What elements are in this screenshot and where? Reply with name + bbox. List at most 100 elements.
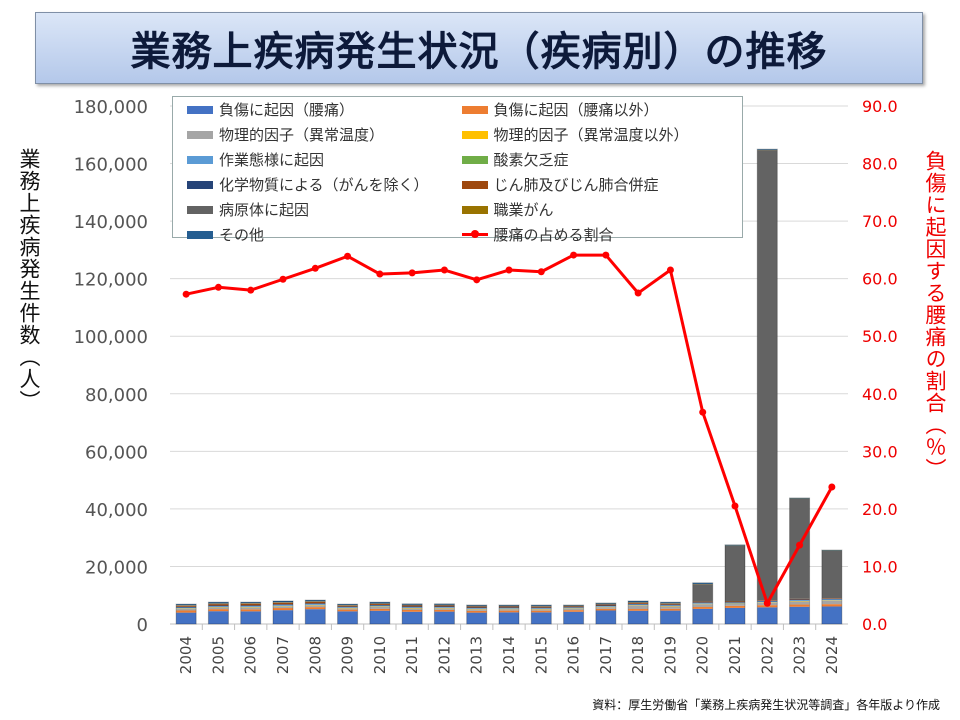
bar-segment xyxy=(563,605,584,607)
ratio-point xyxy=(828,483,836,491)
x-tick-label: 2008 xyxy=(306,636,324,674)
bar-segment xyxy=(240,607,261,610)
bar-segment xyxy=(724,607,746,624)
legend-item: 職業がん xyxy=(461,197,737,222)
bar-segment xyxy=(498,612,520,624)
legend-swatch xyxy=(187,130,213,139)
bar-outline xyxy=(595,602,617,625)
bar-segment xyxy=(402,608,423,610)
bar-segment xyxy=(660,603,681,604)
bar-segment xyxy=(208,605,229,607)
x-tick-label: 2016 xyxy=(565,636,583,674)
bar-segment xyxy=(660,603,681,605)
legend-swatch xyxy=(187,155,213,164)
bar-segment xyxy=(595,602,616,604)
x-tick-label: 2024 xyxy=(823,636,841,674)
ratio-point xyxy=(311,264,319,272)
legend-item: 物理的因子（異常温度以外） xyxy=(461,122,737,147)
bar-segment xyxy=(821,550,842,551)
y2-tick-label: 20.0 xyxy=(862,500,898,519)
x-tick-label: 2014 xyxy=(500,636,518,674)
bar-segment xyxy=(628,605,649,610)
bar-segment xyxy=(240,605,261,607)
y-tick-label: 120,000 xyxy=(74,270,148,291)
legend-item: 化学物質による（がんを除く） xyxy=(187,172,462,197)
x-tick-label: 2019 xyxy=(661,636,679,674)
bar-segment xyxy=(337,608,358,610)
bar-segment xyxy=(337,611,358,624)
bar-outline xyxy=(466,604,488,625)
x-tick-label: 2017 xyxy=(597,636,615,674)
bar-segment xyxy=(369,602,390,604)
legend-swatch xyxy=(187,230,213,239)
bar-segment xyxy=(789,498,810,599)
bar-segment xyxy=(305,609,326,624)
bar-segment xyxy=(176,605,197,607)
bar-segment xyxy=(176,607,197,609)
ratio-point xyxy=(473,276,481,284)
legend-label: 物理的因子（異常温度以外） xyxy=(493,126,689,144)
bar-segment xyxy=(531,605,552,606)
bar-segment xyxy=(208,606,229,608)
y-tick-label: 0 xyxy=(137,615,148,636)
bar-segment xyxy=(821,606,842,624)
x-tick-label: 2006 xyxy=(242,636,260,674)
y-tick-label: 40,000 xyxy=(85,500,148,521)
bar-segment xyxy=(563,606,584,608)
legend: 負傷に起因（腰痛） 負傷に起因（腰痛以外） 物理的因子（異常温度） 物理的因子（異常温… xyxy=(172,96,743,244)
bar-segment xyxy=(660,608,681,611)
bar-segment xyxy=(272,604,294,605)
legend-item: 腰痛の占める割合 xyxy=(461,222,737,247)
legend-label: 化学物質による（がんを除く） xyxy=(219,176,429,194)
ratio-point xyxy=(796,541,804,549)
ratio-point xyxy=(214,283,222,291)
bar-segment xyxy=(498,610,520,613)
legend-label: その他 xyxy=(219,226,265,244)
legend-line-marker-icon xyxy=(461,230,488,238)
chart-title: 業務上疾病発生状況（疾病別）の推移 xyxy=(130,29,828,75)
bar-segment xyxy=(563,607,584,608)
bar-segment xyxy=(208,603,229,605)
x-tick-label: 2018 xyxy=(629,636,647,674)
bar-segment xyxy=(531,612,552,624)
ratio-point xyxy=(247,286,255,294)
bar-segment xyxy=(821,604,842,607)
bar-segment xyxy=(337,605,358,607)
bar-segment xyxy=(466,608,487,609)
ratio-point xyxy=(505,266,513,274)
y2-tick-label: 90.0 xyxy=(862,97,898,116)
bar-segment xyxy=(724,602,746,604)
bar-outline xyxy=(756,148,778,625)
bar-segment xyxy=(466,606,487,607)
bar-segment xyxy=(466,612,487,624)
bar-segment xyxy=(402,603,423,605)
bar-outline xyxy=(821,549,843,625)
bar-segment xyxy=(660,602,681,603)
bar-segment xyxy=(821,598,842,600)
ratio-point xyxy=(279,275,287,283)
bar-segment xyxy=(724,603,746,606)
x-tick-label: 2020 xyxy=(694,636,712,674)
legend-swatch xyxy=(461,180,488,189)
x-tick-label: 2015 xyxy=(532,636,550,674)
bar-segment xyxy=(724,601,746,603)
ratio-point xyxy=(763,599,771,607)
bar-segment xyxy=(531,606,552,607)
bar-segment xyxy=(628,602,649,604)
bar-outline xyxy=(627,600,649,625)
ratio-point xyxy=(699,408,707,416)
bar-segment xyxy=(240,611,261,624)
bar-segment xyxy=(724,544,746,546)
bar-segment xyxy=(531,610,552,613)
x-tick-label: 2012 xyxy=(435,636,453,674)
bar-segment xyxy=(692,604,713,608)
bar-segment xyxy=(692,584,713,602)
legend-label: 負傷に起因（腰痛） xyxy=(219,101,355,119)
bar-outline xyxy=(724,544,746,625)
bar-segment xyxy=(563,610,584,612)
y2-tick-label: 70.0 xyxy=(862,212,898,231)
y2-tick-label: 50.0 xyxy=(862,327,898,346)
bar-segment xyxy=(531,606,552,608)
x-tick-label: 2004 xyxy=(177,636,195,674)
